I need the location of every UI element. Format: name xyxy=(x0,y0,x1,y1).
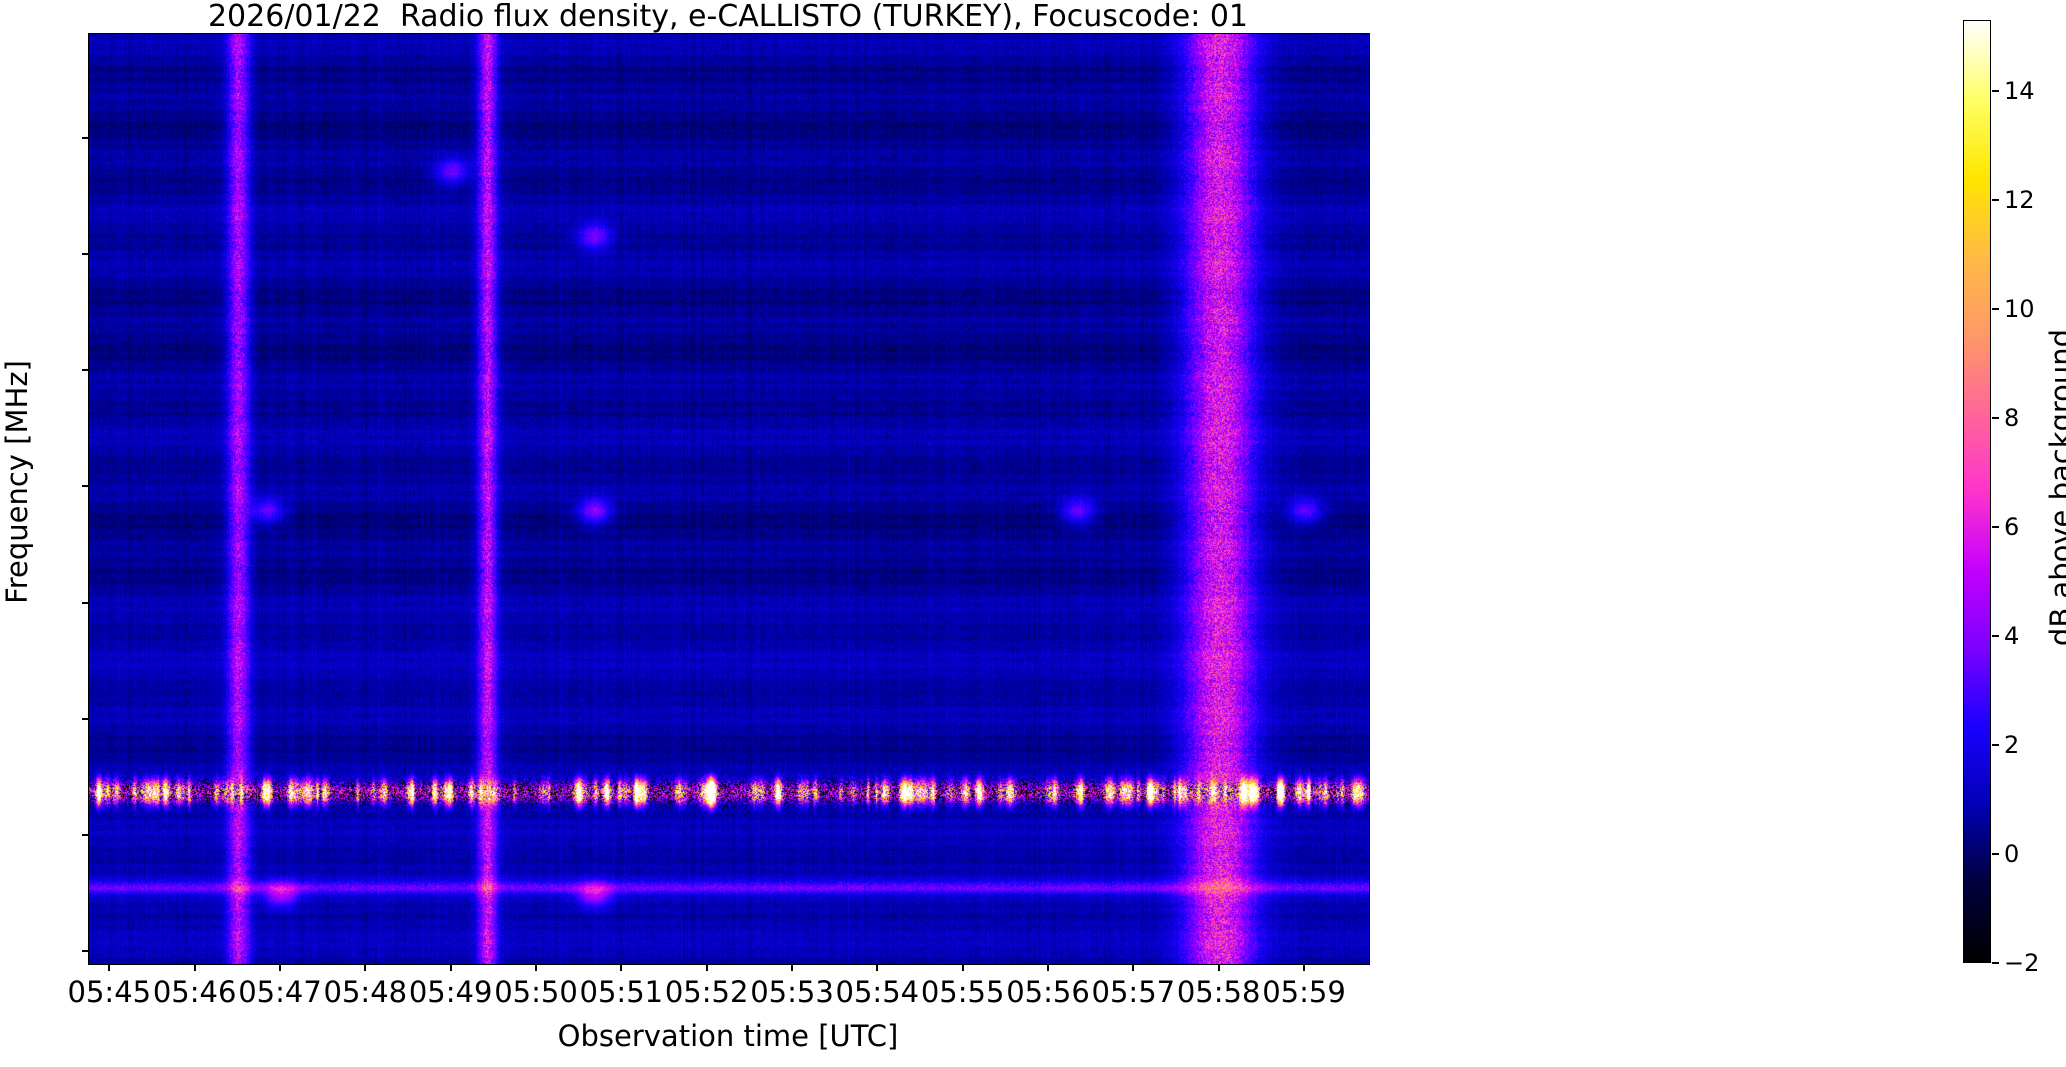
x-tick-label: 05:45 xyxy=(67,975,152,1009)
x-tick-mark xyxy=(791,964,793,971)
colorbar-tick-label: 2 xyxy=(2004,730,2020,759)
colorbar[interactable] xyxy=(1963,20,1991,963)
spectrogram-axes[interactable] xyxy=(88,33,1370,965)
y-tick-mark xyxy=(82,601,88,604)
x-tick-label: 05:50 xyxy=(494,975,578,1009)
x-tick-mark xyxy=(279,964,281,971)
x-tick-mark xyxy=(449,964,452,971)
x-tick-label: 05:47 xyxy=(238,975,322,1009)
x-tick-label: 05:56 xyxy=(1006,975,1090,1009)
x-tick-label: 05:49 xyxy=(408,975,493,1009)
x-tick-label: 05:58 xyxy=(1176,975,1261,1009)
colorbar-tick-mark xyxy=(1992,198,1999,201)
x-tick-label: 05:54 xyxy=(835,975,920,1009)
x-tick-mark xyxy=(961,964,964,971)
colorbar-tick-label: 10 xyxy=(2004,294,2035,323)
x-tick-label: 05:57 xyxy=(1091,975,1176,1009)
colorbar-tick-mark xyxy=(1992,89,1999,92)
colorbar-tick-mark xyxy=(1992,416,1999,419)
y-tick-mark xyxy=(82,136,88,139)
colorbar-label: dB above background xyxy=(2044,328,2066,647)
colorbar-tick-mark xyxy=(1992,307,1999,310)
x-tick-mark xyxy=(108,964,111,971)
colorbar-tick-label: 4 xyxy=(2004,621,2020,650)
x-tick-label: 05:46 xyxy=(152,975,237,1009)
y-axis-label: Frequency [MHz] xyxy=(0,360,34,604)
colorbar-tick-mark xyxy=(1992,525,1999,528)
colorbar-tick-label: 6 xyxy=(2004,512,2020,541)
x-tick-mark xyxy=(705,964,708,971)
colorbar-tick-mark xyxy=(1992,962,1999,964)
y-tick-mark xyxy=(82,834,88,837)
colorbar-tick-label: 0 xyxy=(2004,839,2020,868)
x-tick-label: 05:52 xyxy=(664,975,749,1009)
x-tick-mark xyxy=(1217,964,1220,971)
x-tick-label: 05:59 xyxy=(1262,975,1346,1009)
x-tick-mark xyxy=(364,964,367,971)
x-tick-label: 05:48 xyxy=(323,975,408,1009)
x-tick-label: 05:55 xyxy=(920,975,1005,1009)
x-tick-label: 05:53 xyxy=(750,975,834,1009)
colorbar-tick-label: 12 xyxy=(2004,185,2035,214)
x-tick-mark xyxy=(1047,964,1049,971)
y-tick-mark xyxy=(82,369,88,372)
y-tick-mark xyxy=(82,252,88,255)
colorbar-tick-label: −2 xyxy=(2004,949,2040,977)
x-tick-mark xyxy=(535,964,537,971)
x-tick-label: 05:51 xyxy=(579,975,664,1009)
colorbar-tick-mark xyxy=(1992,743,1999,746)
x-tick-mark xyxy=(1132,964,1135,971)
x-tick-mark xyxy=(193,964,196,971)
x-tick-mark xyxy=(876,964,879,971)
y-tick-mark xyxy=(82,717,88,720)
colorbar-tick-label: 8 xyxy=(2004,403,2020,432)
spectrogram-image[interactable] xyxy=(89,34,1369,964)
x-axis-label: Observation time [UTC] xyxy=(557,1019,899,1053)
x-tick-mark xyxy=(620,964,623,971)
colorbar-tick-mark xyxy=(1992,634,1999,637)
x-tick-mark xyxy=(1303,964,1305,971)
y-tick-mark xyxy=(82,485,88,488)
colorbar-tick-mark xyxy=(1992,852,1999,855)
y-tick-mark xyxy=(82,950,88,953)
colorbar-gradient xyxy=(1963,20,1991,963)
colorbar-tick-label: 14 xyxy=(2004,76,2035,105)
page-title: 2026/01/22 Radio flux density, e-CALLIST… xyxy=(207,0,1249,34)
